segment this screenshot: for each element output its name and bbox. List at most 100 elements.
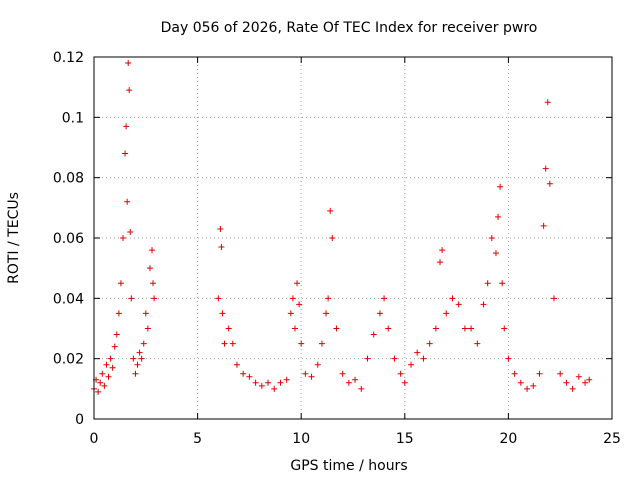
data-point xyxy=(325,295,332,302)
data-point xyxy=(364,355,371,362)
data-point xyxy=(544,99,551,106)
data-point xyxy=(497,183,504,190)
data-point xyxy=(265,379,272,386)
data-point xyxy=(550,295,557,302)
data-point xyxy=(95,388,102,395)
data-point xyxy=(229,340,236,347)
data-point xyxy=(563,379,570,386)
data-point xyxy=(258,382,265,389)
x-tick-label: 20 xyxy=(499,431,517,447)
data-point xyxy=(149,247,156,254)
y-tick-label: 0.06 xyxy=(53,231,84,247)
data-point xyxy=(443,310,450,317)
data-point xyxy=(492,250,499,257)
data-point xyxy=(115,310,122,317)
data-point xyxy=(127,228,134,235)
data-point xyxy=(480,301,487,308)
data-point xyxy=(420,355,427,362)
data-point xyxy=(484,280,491,287)
data-point xyxy=(101,382,108,389)
data-point xyxy=(495,213,502,220)
data-point xyxy=(401,379,408,386)
data-point xyxy=(524,385,531,392)
data-point xyxy=(397,370,404,377)
data-point xyxy=(461,325,468,332)
data-point xyxy=(314,361,321,368)
data-point xyxy=(474,340,481,347)
data-point xyxy=(536,370,543,377)
data-point xyxy=(488,235,495,241)
x-tick-label: 15 xyxy=(396,431,414,447)
data-point xyxy=(132,370,139,377)
data-point xyxy=(298,340,305,347)
data-point xyxy=(291,325,298,332)
data-point xyxy=(408,361,415,368)
data-point xyxy=(439,247,446,254)
data-point xyxy=(437,259,444,266)
data-point xyxy=(323,310,330,317)
grid-lines xyxy=(94,57,612,419)
data-point xyxy=(376,310,383,317)
data-point xyxy=(546,180,553,187)
data-point xyxy=(294,280,301,287)
data-point xyxy=(557,370,564,377)
data-point xyxy=(271,385,278,392)
data-point xyxy=(283,376,290,383)
data-point xyxy=(144,325,151,332)
data-point xyxy=(296,301,303,308)
data-point xyxy=(138,355,145,362)
data-point xyxy=(120,235,127,241)
data-points xyxy=(91,60,593,395)
chart-title: Day 056 of 2026, Rate Of TEC Index for r… xyxy=(161,20,538,36)
data-point xyxy=(302,370,309,377)
data-point xyxy=(381,295,388,302)
data-point xyxy=(385,325,392,332)
data-point xyxy=(287,310,294,317)
data-point xyxy=(252,379,259,386)
data-point xyxy=(219,310,226,317)
data-point xyxy=(140,340,147,347)
data-point xyxy=(126,87,133,94)
data-point xyxy=(218,244,225,251)
data-point xyxy=(246,373,253,380)
data-point xyxy=(225,325,232,332)
data-point xyxy=(501,325,508,332)
data-point xyxy=(449,295,456,302)
data-point xyxy=(134,361,141,368)
data-point xyxy=(329,235,336,241)
data-point xyxy=(582,379,589,386)
data-point xyxy=(122,150,129,157)
y-tick-label: 0.1 xyxy=(62,110,84,126)
data-point xyxy=(221,340,228,347)
data-point xyxy=(339,370,346,377)
data-point xyxy=(128,295,135,302)
data-point xyxy=(142,310,149,317)
data-point xyxy=(540,222,547,229)
y-tick-label: 0.12 xyxy=(53,50,84,66)
data-point xyxy=(130,355,137,362)
data-point xyxy=(575,373,582,380)
data-point xyxy=(150,280,157,287)
data-point xyxy=(107,355,114,362)
data-point xyxy=(505,355,512,362)
y-axis-label: ROTI / TECUs xyxy=(6,192,22,284)
data-point xyxy=(113,331,120,338)
data-point xyxy=(308,373,315,380)
data-point xyxy=(391,355,398,362)
x-tick-label: 10 xyxy=(292,431,310,447)
data-point xyxy=(468,325,475,332)
data-point xyxy=(542,165,549,172)
data-point xyxy=(358,385,365,392)
x-tick-label: 5 xyxy=(193,431,202,447)
data-point xyxy=(370,331,377,338)
data-point xyxy=(151,295,158,302)
data-point xyxy=(530,382,537,389)
data-point xyxy=(327,207,334,214)
data-point xyxy=(586,376,593,383)
x-tick-label: 25 xyxy=(603,431,621,447)
data-point xyxy=(124,198,131,205)
data-point xyxy=(426,340,433,347)
data-point xyxy=(146,265,153,272)
data-point xyxy=(511,370,518,377)
x-tick-label: 0 xyxy=(90,431,99,447)
